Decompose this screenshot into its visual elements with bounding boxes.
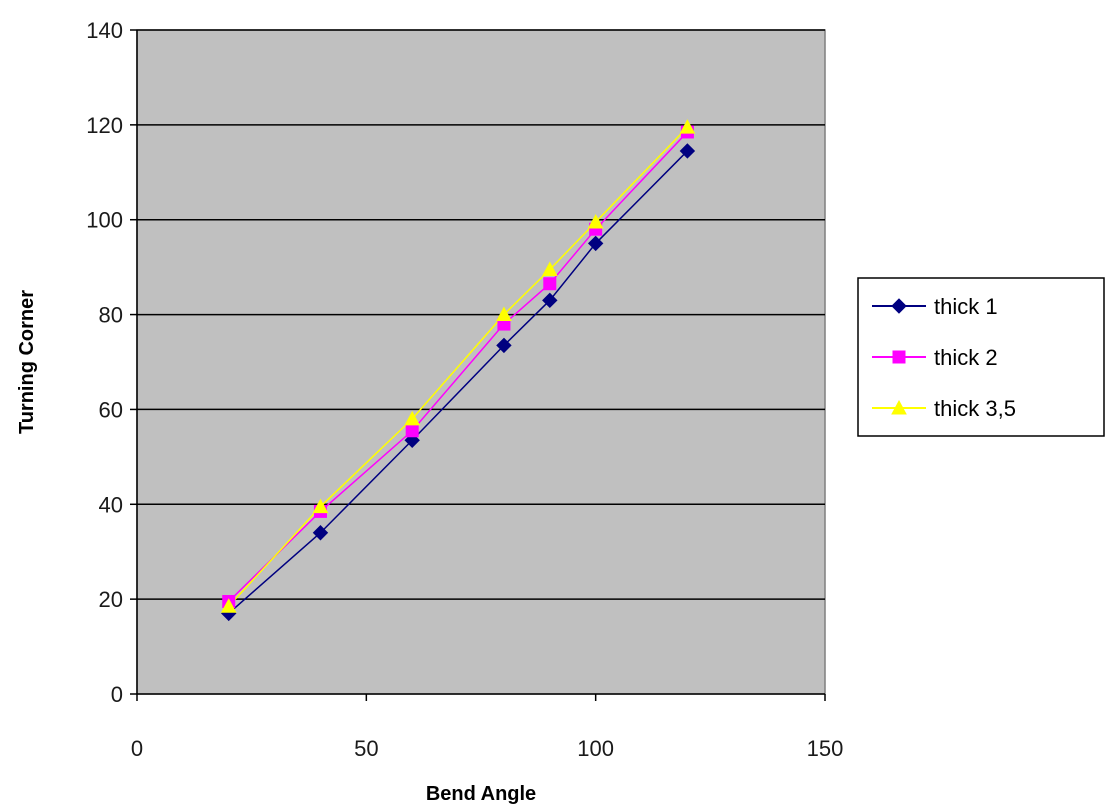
x-tick-label: 0 xyxy=(131,736,143,761)
plot-area xyxy=(136,29,826,695)
data-point-series-1 xyxy=(542,292,558,309)
legend-label-1: thick 1 xyxy=(934,294,998,319)
y-tick-label: 120 xyxy=(86,113,123,138)
y-tick-label: 60 xyxy=(99,397,123,422)
x-axis-title: Bend Angle xyxy=(426,783,536,805)
y-axis-title: Turning Corner xyxy=(16,290,38,434)
x-tick-label: 50 xyxy=(354,736,378,761)
data-point-series-1 xyxy=(587,235,604,252)
data-point-series-3 xyxy=(496,306,512,322)
x-axis-ticks: 0 50 100 150 xyxy=(131,694,843,761)
data-point-series-1 xyxy=(312,525,329,541)
data-point-series-1 xyxy=(496,337,512,354)
gridlines xyxy=(137,29,825,600)
legend-label-2: thick 2 xyxy=(934,345,998,370)
axes xyxy=(136,30,825,695)
data-point-series-3 xyxy=(404,410,421,426)
y-tick-label: 100 xyxy=(86,208,123,233)
legend-label-3: thick 3,5 xyxy=(934,396,1016,421)
x-tick-label: 150 xyxy=(807,736,844,761)
data-point-series-2 xyxy=(405,424,419,438)
y-tick-label: 140 xyxy=(86,18,123,43)
y-tick-label: 20 xyxy=(99,587,123,612)
y-axis-ticks: 0 20 40 60 80 100 120 140 xyxy=(86,18,137,707)
data-point-series-3 xyxy=(679,119,696,134)
y-tick-label: 80 xyxy=(99,303,123,328)
x-tick-label: 100 xyxy=(577,736,614,761)
legend-marker-3 xyxy=(891,399,907,415)
data-point-series-2 xyxy=(543,277,557,291)
data-point-series-1 xyxy=(679,143,696,159)
data-point-series-3 xyxy=(312,498,329,514)
legend-marker-1 xyxy=(891,298,907,314)
legend-items: thick 1 thick 2 thick 3,5 xyxy=(872,294,1016,421)
data-point-series-3 xyxy=(587,214,604,229)
y-tick-label: 40 xyxy=(99,492,123,517)
series-markers xyxy=(220,119,696,622)
data-point-series-3 xyxy=(220,598,237,613)
legend-marker-2 xyxy=(892,350,906,364)
legend: thick 1 thick 2 thick 3,5 xyxy=(857,277,1105,437)
y-tick-label: 0 xyxy=(111,682,123,707)
data-point-series-3 xyxy=(541,261,558,276)
